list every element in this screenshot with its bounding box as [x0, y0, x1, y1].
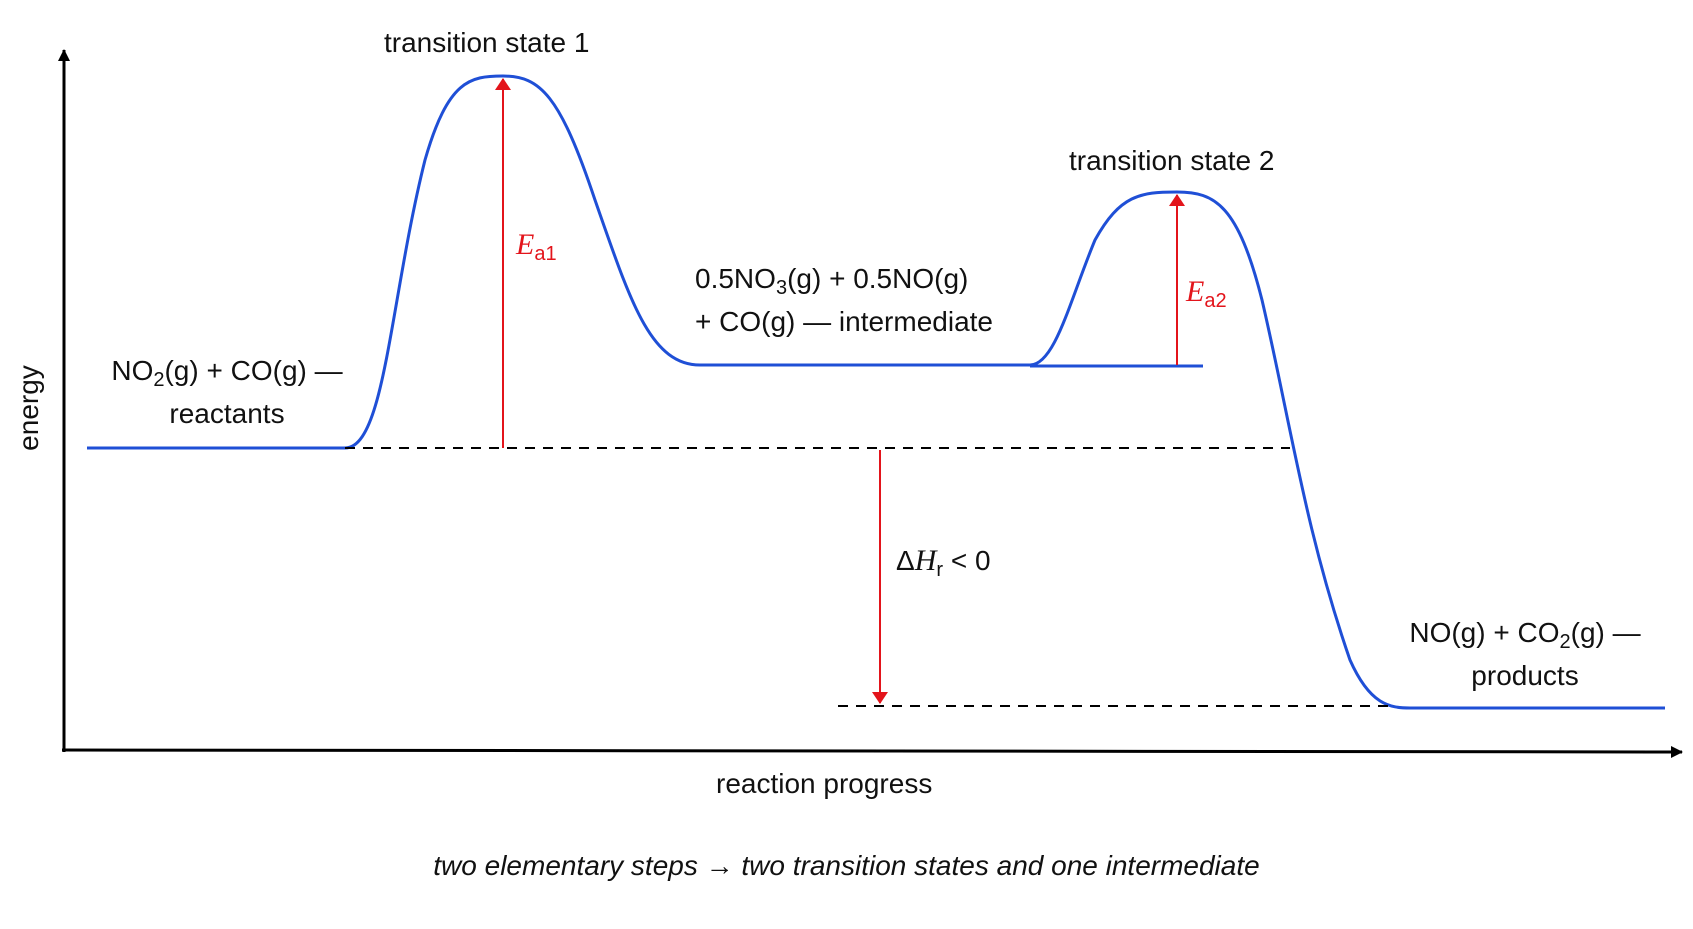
ea2-label: Ea2 — [1186, 275, 1227, 312]
products-formula: NO(g) + CO2(g) — — [1409, 617, 1641, 653]
products-caption: products — [1471, 660, 1579, 691]
y-axis-label: energy — [13, 365, 44, 451]
ea1-label: Ea1 — [516, 228, 557, 265]
intermediate-formula-line1: 0.5NO3(g) + 0.5NO(g) — [695, 263, 969, 299]
figure-caption: two elementary steps → two transition st… — [433, 850, 1260, 881]
energy-profile-curve — [87, 74, 1665, 710]
products-label: NO(g) + CO2(g) — products — [1395, 616, 1655, 693]
delta-h-label: ΔHr < 0 — [896, 544, 991, 581]
intermediate-formula-line2: + CO(g) — intermediate — [695, 306, 993, 337]
reactants-formula: NO2(g) + CO(g) — — [111, 355, 343, 391]
x-axis-label: reaction progress — [716, 768, 933, 799]
transition-state-2-label: transition state 2 — [1069, 145, 1275, 176]
transition-state-1-label: transition state 1 — [384, 27, 590, 58]
reactants-caption: reactants — [169, 398, 285, 429]
reactants-label: NO2(g) + CO(g) — reactants — [92, 354, 362, 431]
intermediate-label: 0.5NO3(g) + 0.5NO(g) + CO(g) — intermedi… — [695, 262, 993, 339]
x-axis — [61, 745, 1683, 758]
